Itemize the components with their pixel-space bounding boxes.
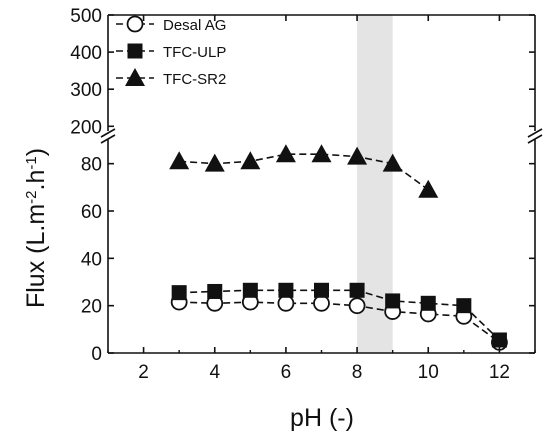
data-point-triangle: [418, 179, 439, 198]
x-tick-label: 8: [352, 362, 363, 383]
axis-break-mark: [527, 134, 543, 144]
data-point-circle: [277, 294, 295, 312]
series-layer: [169, 144, 508, 351]
y-axis-title: Flux (L.m-2.h-1): [22, 148, 50, 308]
x-tick-label: 2: [138, 362, 149, 383]
y-tick-label: 60: [81, 202, 102, 223]
data-point-square: [314, 282, 329, 298]
y-tick-label: 20: [81, 297, 102, 318]
series-tfc-sr2: [169, 144, 439, 198]
y-tick-label: 80: [81, 155, 102, 176]
data-point-square: [349, 282, 365, 298]
y-tick-label: 500: [70, 6, 102, 27]
tick-layer: 2 4 6 8 10 12 0 20 40 60 80 200 300 400 500: [70, 6, 536, 383]
data-point-triangle: [382, 153, 403, 172]
x-tick-label: 12: [489, 362, 510, 383]
data-point-square: [127, 43, 143, 59]
data-point-square: [420, 295, 436, 311]
series-tfc-ulp: [171, 282, 507, 348]
data-point-triangle: [125, 68, 145, 86]
legend-label: TFC-SR2: [163, 71, 226, 88]
data-point-square: [491, 332, 507, 348]
series-line: [179, 289, 500, 341]
data-point-square: [456, 298, 472, 314]
legend-label: TFC-ULP: [163, 44, 226, 61]
y-tick-label: 200: [70, 117, 102, 138]
data-point-triangle: [311, 144, 332, 163]
axis-break-mark: [527, 128, 543, 138]
legend-label: Desal AG: [163, 17, 226, 34]
y-tick-label: 40: [81, 249, 102, 270]
y-axis-title-exp1: -2: [23, 191, 40, 204]
x-tick-label: 6: [281, 362, 292, 383]
series-line: [179, 153, 429, 191]
data-point-triangle: [204, 153, 225, 172]
legend-entry: TFC-SR2: [116, 68, 226, 88]
axis-break-mark: [100, 128, 116, 138]
data-point-square: [278, 282, 294, 298]
data-point-triangle: [347, 146, 368, 165]
data-point-triangle: [240, 151, 261, 170]
data-point-square: [207, 283, 223, 299]
axis-break-mark: [100, 134, 116, 144]
y-tick-label: 400: [70, 43, 102, 64]
legend-entry: Desal AG: [116, 15, 226, 34]
y-tick-label: 0: [91, 344, 102, 365]
legend-entry: TFC-ULP: [116, 43, 226, 61]
data-point-circle: [126, 15, 144, 33]
series-desal-ag: [170, 293, 508, 351]
data-point-square: [242, 282, 258, 298]
data-point-triangle: [169, 151, 190, 170]
x-tick-label: 4: [209, 362, 220, 383]
y-axis-title-mid: .h: [22, 170, 50, 191]
legend: Desal AG TFC-ULP TFC-SR2: [116, 15, 226, 88]
data-point-triangle: [275, 144, 296, 163]
series-line: [179, 301, 500, 343]
data-point-square: [171, 285, 187, 301]
x-axis-title: pH (-): [290, 404, 354, 432]
y-axis-title-exp2: -1: [23, 156, 40, 169]
data-point-square: [385, 293, 401, 309]
y-axis-title-end: ): [22, 148, 50, 156]
y-axis-title-base: Flux (L.m: [22, 204, 50, 308]
data-point-circle: [313, 294, 330, 312]
data-point-circle: [348, 297, 366, 315]
x-tick-label: 10: [418, 362, 439, 383]
y-tick-label: 300: [70, 80, 102, 101]
